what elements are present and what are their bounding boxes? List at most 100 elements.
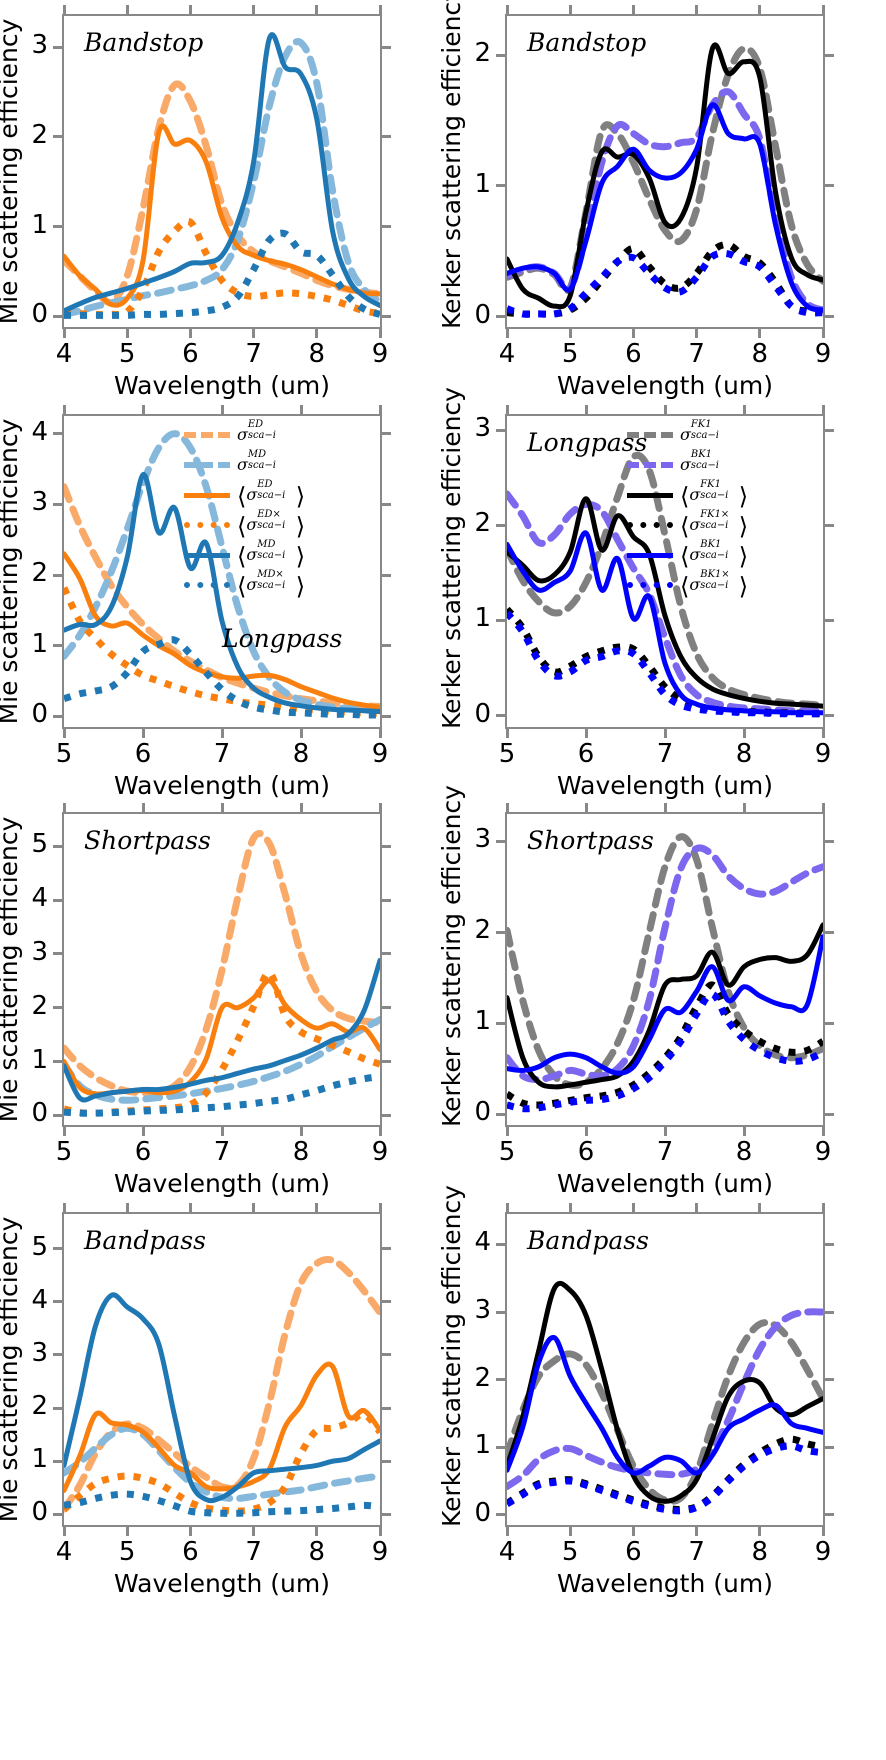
legend-line-swatch [627,492,673,498]
x-tick-mark [505,1203,509,1212]
y-tick-mark [496,1310,505,1314]
x-tick-mark [188,329,192,338]
y-tick-label: 4 [474,1227,491,1258]
legend-item: σ FK1 sca−i [627,419,748,450]
panel-title-mie-bandstop: Bandstop [84,28,204,57]
series-line [507,1442,823,1515]
series-line [64,1490,380,1517]
y-tick-mark [496,1242,505,1246]
x-tick-mark [220,405,224,414]
y-tick-label: 3 [474,824,491,855]
y-tick-label: 1 [31,1044,48,1075]
x-tick-label: 7 [688,1537,705,1567]
legend-item: ⟨σ MD sca−i ⟩ [184,539,305,570]
legend-item: ⟨σ ED× sca−i ⟩ [184,509,305,540]
y-tick-mark [825,428,834,432]
x-tick-mark [505,1127,509,1136]
x-axis-label: Wavelength (um) [114,1569,330,1598]
x-tick-mark [141,1127,145,1136]
x-tick-mark [663,729,667,738]
y-tick-mark [382,502,391,506]
y-tick-label: 2 [31,558,48,589]
y-tick-mark [382,1060,391,1063]
y-tick-label: 1 [474,1430,491,1461]
y-tick-mark [382,1113,391,1117]
series-line [64,1073,380,1117]
curves-kerker-bandpass [507,1280,823,1515]
y-tick-mark [496,428,505,432]
series-line [64,1424,380,1502]
x-tick-mark [299,1127,303,1136]
y-tick-label: 4 [31,883,48,914]
y-tick-mark [53,314,62,318]
legend-item: σ ED sca−i [184,419,305,450]
x-tick-mark [378,5,382,14]
x-tick-label: 4 [498,1537,516,1567]
x-tick-label: 5 [561,339,579,369]
x-tick-label: 7 [245,339,262,369]
x-tick-mark [141,405,145,414]
legend-label: ⟨σ MD× sca−i ⟩ [237,568,306,601]
x-tick-label: 7 [213,739,231,769]
x-tick-mark [62,1127,66,1136]
y-tick-label: 4 [31,1284,48,1315]
legend-label: σ BK1 sca−i [680,448,719,474]
y-tick-label: 1 [474,168,491,199]
y-tick-mark [382,432,391,436]
series-line [64,80,380,306]
legend-item: ⟨σ BK1 sca−i ⟩ [627,539,748,570]
series-line [64,430,380,715]
y-tick-mark [825,1242,834,1246]
series-line [507,1319,823,1505]
y-axis-label: Mie scattering efficiency [0,1216,23,1523]
x-tick-mark [505,803,509,812]
y-tick-label: 2 [31,990,48,1021]
legend-line-swatch [627,462,673,468]
y-tick-label: 2 [474,1362,491,1393]
x-tick-label: 6 [182,1537,199,1567]
y-tick-mark [496,1513,505,1517]
series-line [507,530,823,716]
x-axis-label: Wavelength (um) [557,771,773,800]
x-tick-label: 6 [134,1137,152,1167]
series-line [507,88,823,314]
x-tick-label: 4 [55,339,73,369]
y-tick-mark [496,714,505,718]
y-tick-mark [53,644,62,648]
x-tick-mark [299,803,303,812]
x-tick-mark [315,1527,319,1536]
series-line [64,38,380,318]
x-tick-mark [695,1527,699,1536]
y-tick-label: 3 [474,413,491,444]
y-tick-mark [382,135,391,139]
y-tick-mark [825,1378,834,1382]
y-tick-mark [53,502,62,506]
y-tick-mark [825,1112,834,1116]
series-line [64,217,380,319]
legend-item: ⟨σ BK1× sca−i ⟩ [627,569,748,600]
x-tick-mark [62,329,66,338]
y-tick-mark [496,839,505,843]
x-tick-mark [252,5,256,14]
y-tick-label: 1 [31,209,48,240]
legend-label: ⟨σ FK1 sca−i ⟩ [680,478,749,511]
y-tick-mark [53,1006,62,1010]
series-line [507,42,823,310]
legend-line-swatch [627,522,673,528]
panel-title-kerker-longpass: Longpass [527,428,648,457]
y-tick-mark [53,714,62,718]
curves-mie-shortpass [64,830,380,1117]
legend-item: σ BK1 sca−i [627,448,748,480]
y-tick-mark [382,844,391,848]
y-tick-label: 0 [474,698,491,729]
y-tick-mark [825,930,834,934]
x-tick-mark [315,5,319,14]
legend-item: ⟨σ ED sca−i ⟩ [184,479,305,510]
x-tick-mark [252,1527,256,1536]
x-tick-mark [568,1527,572,1536]
y-tick-mark [53,45,62,49]
y-tick-label: 1 [31,1444,48,1475]
legend-label: ⟨σ FK1× sca−i ⟩ [680,508,749,541]
